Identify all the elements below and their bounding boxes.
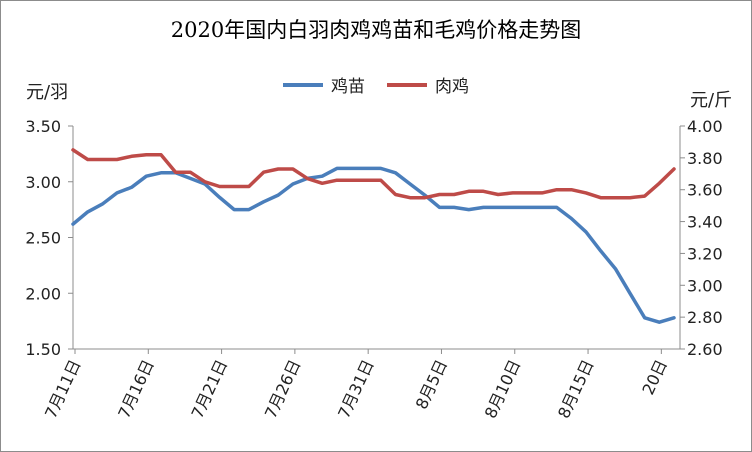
legend-item-broiler: 肉鸡 — [387, 72, 469, 97]
left-tick-label: 2.00 — [25, 284, 61, 303]
right-tick-label: 2.60 — [687, 340, 723, 359]
x-tick-label: 8月15日 — [554, 357, 598, 422]
x-tick-label: 8月5日 — [412, 357, 451, 412]
chart-title: 2020年国内白羽肉鸡鸡苗和毛鸡价格走势图 — [170, 18, 582, 42]
left-tick-label: 1.50 — [25, 340, 61, 359]
left-tick-label: 2.50 — [25, 229, 61, 248]
broiler-line — [71, 148, 676, 200]
x-tick-label: 7月21日 — [188, 357, 232, 422]
right-tick-label: 2.80 — [687, 308, 723, 327]
left-tick-label: 3.00 — [25, 173, 61, 192]
legend-swatch-chicks — [283, 82, 323, 87]
right-tick-label: 3.80 — [687, 149, 723, 168]
x-tick-label: 7月31日 — [334, 357, 378, 422]
right-tick-label: 3.20 — [687, 244, 723, 263]
right-tick-label: 3.40 — [687, 213, 723, 232]
right-tick-label: 3.00 — [687, 276, 723, 295]
legend-item-chicks: 鸡苗 — [283, 72, 365, 97]
right-tick-label: 4.00 — [687, 117, 723, 136]
legend-label-chicks: 鸡苗 — [331, 77, 365, 97]
left-tick-label: 3.50 — [25, 117, 61, 136]
chicks-line — [71, 166, 676, 324]
legend-swatch-broiler — [387, 82, 427, 87]
left-axis-unit: 元/羽 — [26, 82, 69, 103]
x-tick-label: 7月11日 — [41, 357, 85, 422]
legend: 鸡苗 肉鸡 — [0, 72, 752, 97]
right-tick-label: 3.60 — [687, 181, 723, 200]
right-axis-unit: 元/斤 — [690, 90, 733, 111]
x-tick-label: 7月16日 — [114, 357, 158, 422]
x-tick-label: 8月10日 — [481, 357, 525, 422]
x-tick-label: 7月26日 — [261, 357, 305, 422]
legend-label-broiler: 肉鸡 — [435, 77, 469, 97]
x-tick-label: 20日 — [638, 357, 671, 398]
